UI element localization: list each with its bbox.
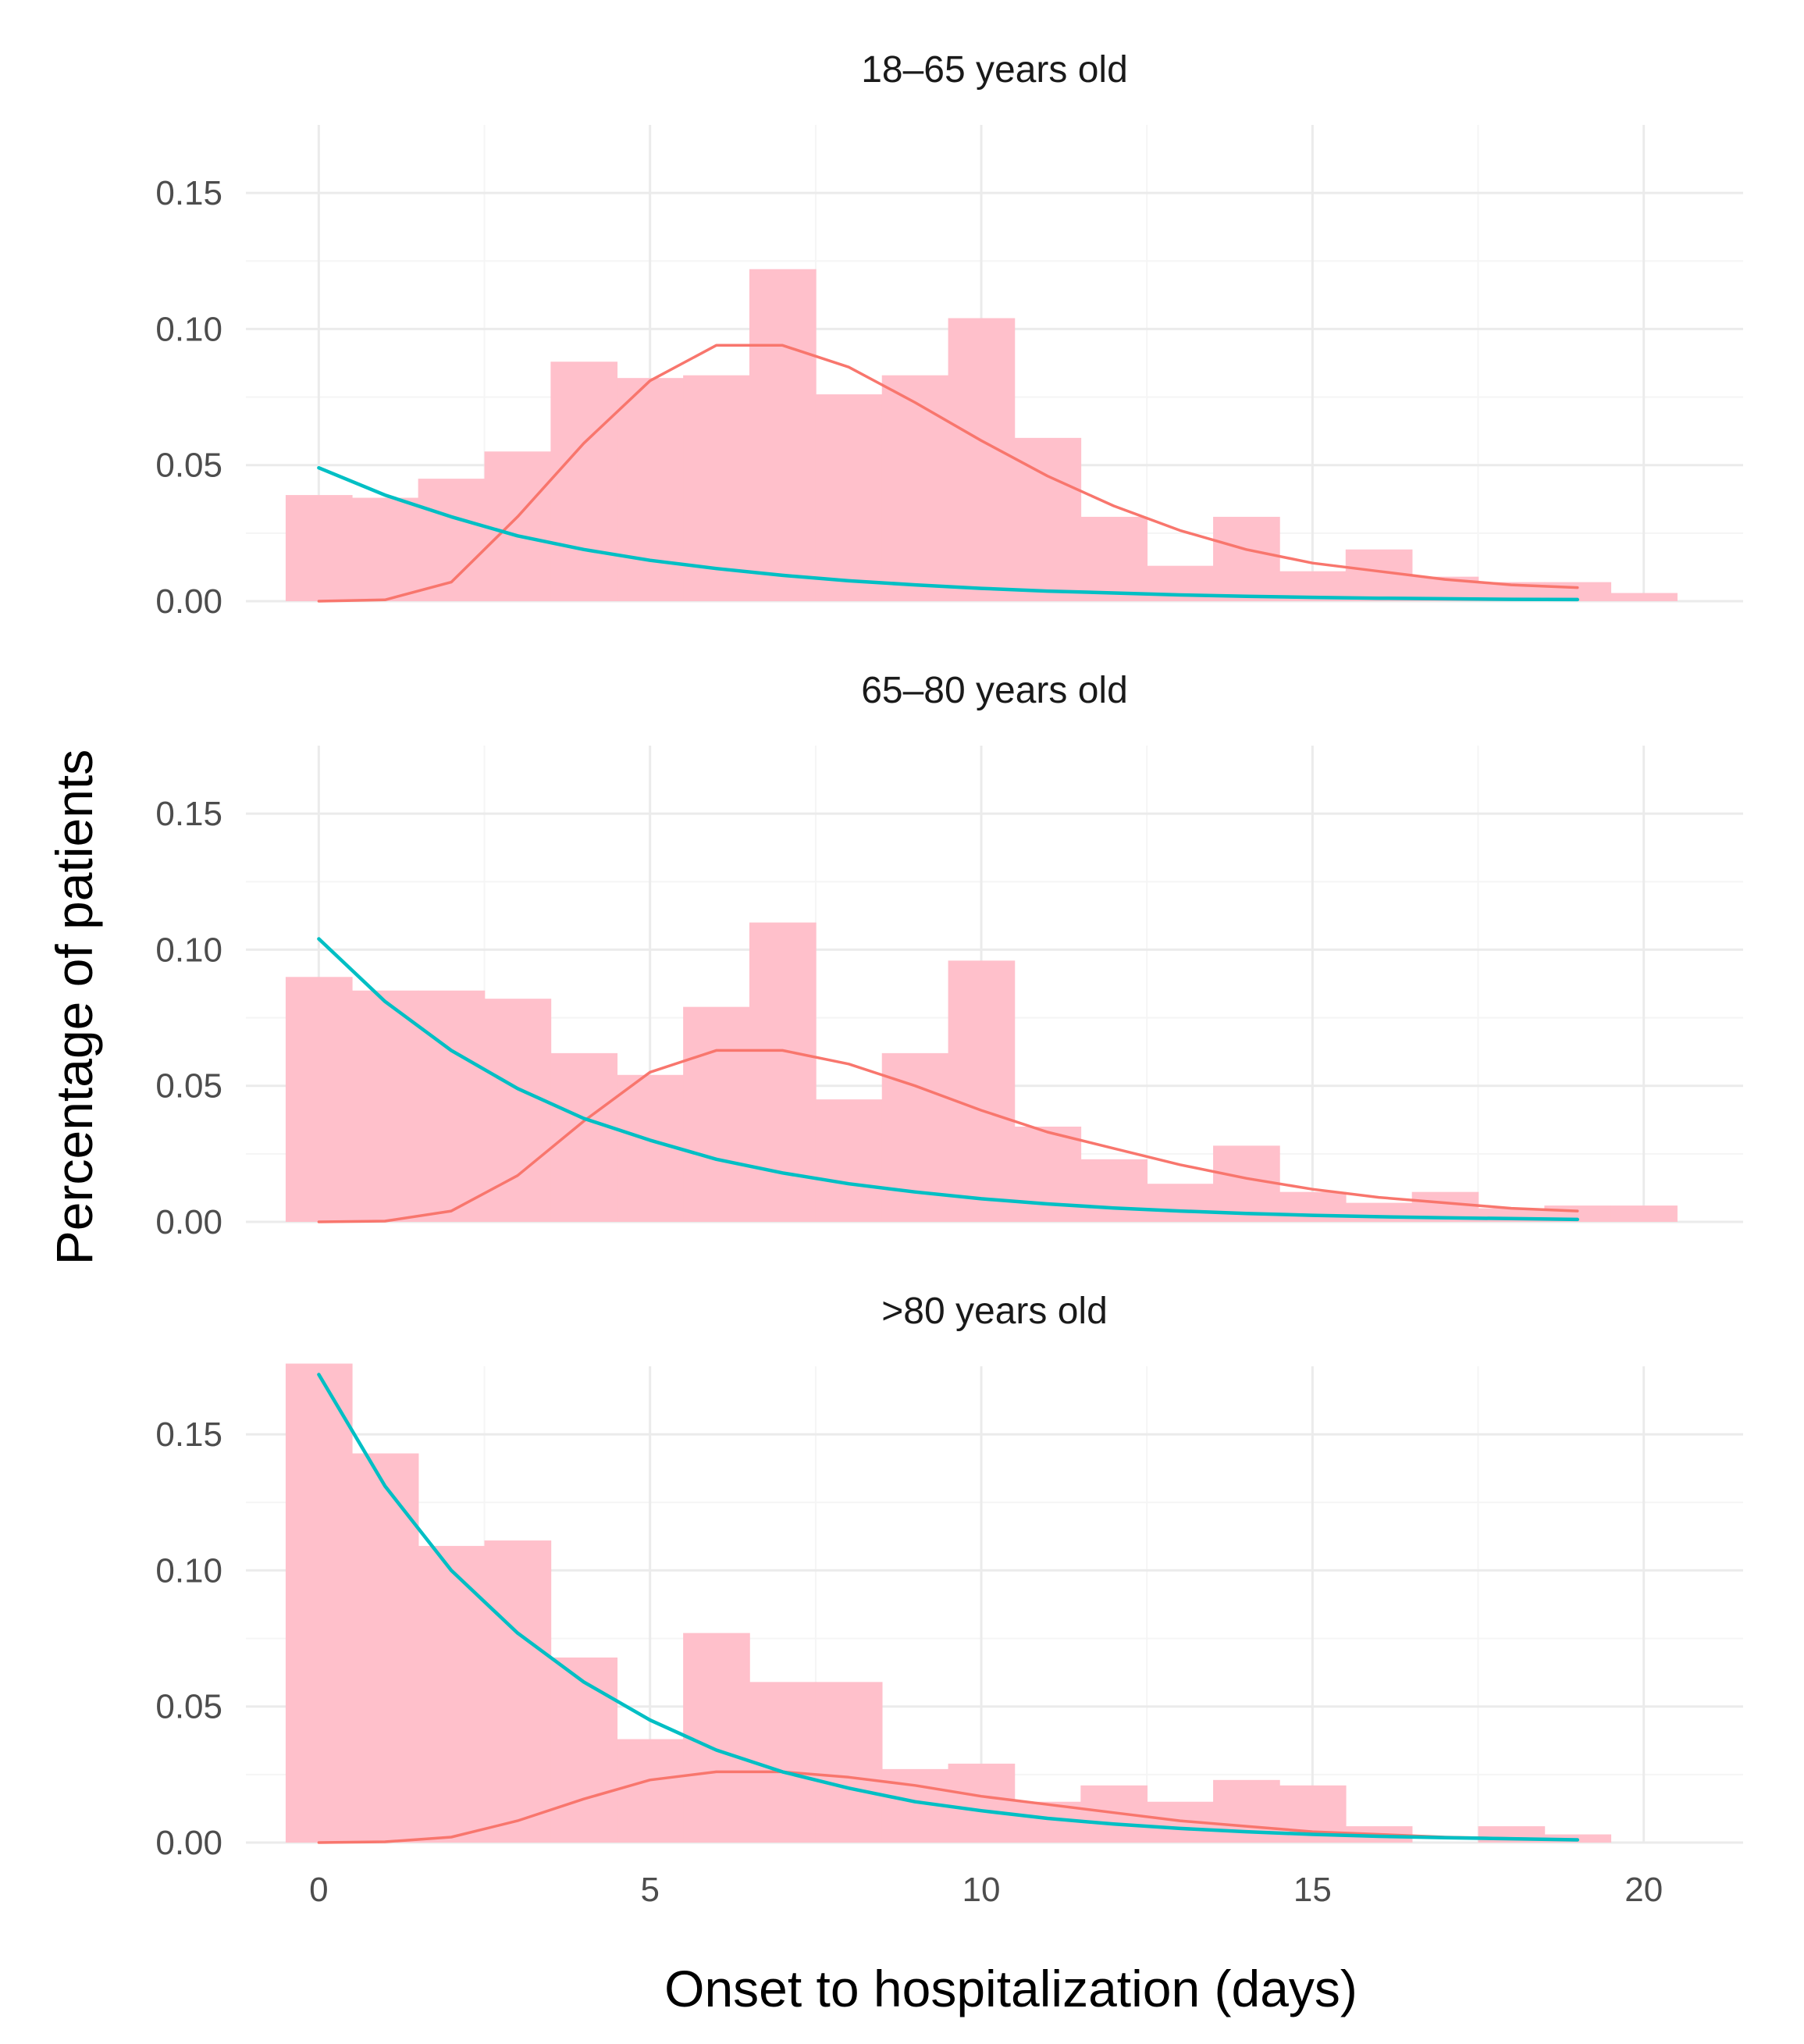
panel-title: 65–80 years old [861,670,1128,711]
histogram-bar [351,497,419,601]
y-tick-label: 0.05 [155,1067,222,1106]
histogram-bar [484,1540,552,1843]
histogram-bar [1610,593,1678,601]
histogram-bar [550,1052,618,1222]
x-tick-label: 0 [309,1871,328,1909]
y-tick-label: 0.10 [155,310,222,348]
histogram-bar [418,1546,486,1843]
y-tick-label: 0.10 [155,1551,222,1590]
histogram-bar [1345,1202,1413,1222]
histogram-bar [550,361,618,601]
x-tick-label: 5 [640,1871,659,1909]
y-tick-label: 0.15 [155,795,222,833]
x-tick-label: 15 [1293,1871,1332,1909]
histogram-bar [550,1657,618,1843]
histogram-bar [617,1739,684,1843]
y-tick-label: 0.15 [155,1415,222,1454]
histogram-bar [815,1099,883,1222]
histogram-bar [683,375,750,601]
x-tick-label: 20 [1624,1871,1663,1909]
histogram-bar [617,378,684,601]
gamma-fit-curve [317,344,1579,603]
panel-3: 0.00 0.05 0.10 0.15 >80 years old 0 5 10 15 20 [155,1291,1743,1909]
histogram-bar [948,318,1016,601]
panel-1: 0.00 0.05 0.10 0.15 18–65 years old [155,49,1743,621]
histogram-bar [351,990,419,1222]
y-tick-label: 0.10 [155,931,222,969]
y-axis-title: Percentage of patients [45,750,103,1265]
panel-2: 0.00 0.05 0.10 0.15 65–80 years old [155,670,1743,1241]
histogram-bar [1080,1159,1148,1222]
x-tick-label: 10 [962,1871,1001,1909]
panel-title: >80 years old [881,1291,1108,1332]
gamma-fit-curve [317,1049,1579,1223]
histogram-bar [285,495,353,601]
histogram-bar [948,1763,1016,1843]
histogram-bar [285,1363,353,1843]
histogram-bar [1080,516,1148,601]
y-tick-label: 0.05 [155,447,222,485]
histogram-bar [815,1682,883,1843]
panel-title: 18–65 years old [861,49,1128,91]
y-tick-label: 0.00 [155,1824,222,1862]
y-tick-label: 0.00 [155,582,222,621]
histogram-bar [1213,1145,1280,1222]
histogram-bar [285,977,353,1222]
exponential-fit-curve [317,1373,1580,1842]
histogram-bar [683,1006,750,1222]
x-axis-title: Onset to hospitalization (days) [664,1960,1357,2017]
histogram-bar [484,999,552,1222]
y-tick-label: 0.15 [155,174,222,212]
gamma-fit-curve [317,1770,1579,1844]
histogram-bar [948,960,1016,1222]
histogram-bar [1610,1205,1678,1222]
histogram-bar [484,451,552,601]
histogram-bar [749,1682,817,1843]
histogram-bar [1014,1127,1082,1222]
histogram-bar [881,375,949,601]
histogram-bar [749,269,817,601]
y-tick-label: 0.05 [155,1688,222,1726]
histogram-bar [418,990,486,1222]
y-tick-label: 0.00 [155,1203,222,1241]
exponential-fit-curve [317,465,1580,602]
histogram-bar [1147,1184,1214,1222]
exponential-fit-curve [317,937,1580,1222]
histogram-bar [815,394,883,601]
histogram-bar [351,1453,419,1843]
histogram-bar [683,1633,750,1843]
histogram-bar [1213,516,1280,601]
